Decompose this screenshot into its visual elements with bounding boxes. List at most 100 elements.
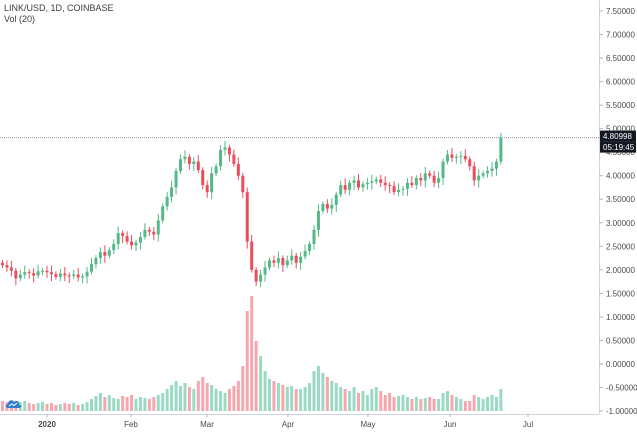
candle[interactable] <box>161 206 165 221</box>
candle[interactable] <box>152 231 156 235</box>
candle[interactable] <box>379 179 383 183</box>
candle[interactable] <box>499 137 503 162</box>
candle[interactable] <box>454 156 458 158</box>
candle[interactable] <box>187 156 191 164</box>
candle[interactable] <box>201 170 205 186</box>
candle[interactable] <box>179 159 182 171</box>
candle[interactable] <box>397 189 401 193</box>
candle[interactable] <box>303 251 307 257</box>
candle[interactable] <box>1 262 4 266</box>
candle[interactable] <box>325 203 329 209</box>
candle[interactable] <box>72 274 76 276</box>
candle[interactable] <box>232 154 236 164</box>
candle[interactable] <box>196 161 200 171</box>
candle[interactable] <box>183 156 187 160</box>
candle[interactable] <box>308 243 312 251</box>
candle[interactable] <box>227 147 231 155</box>
candle[interactable] <box>210 173 214 193</box>
candle[interactable] <box>236 163 240 176</box>
candle[interactable] <box>423 173 427 181</box>
candle[interactable] <box>334 194 338 205</box>
volume-indicator-title[interactable]: Vol (20) <box>4 14 36 24</box>
candle[interactable] <box>432 175 436 183</box>
candle[interactable] <box>272 260 276 263</box>
candle[interactable] <box>419 178 423 181</box>
candle[interactable] <box>263 267 267 275</box>
candle[interactable] <box>299 256 303 263</box>
candle[interactable] <box>32 273 36 276</box>
candle[interactable] <box>5 265 9 268</box>
candle[interactable] <box>290 255 294 261</box>
candle[interactable] <box>107 250 111 256</box>
candle[interactable] <box>85 271 89 277</box>
candle[interactable] <box>437 178 441 183</box>
candle[interactable] <box>330 204 334 209</box>
candle[interactable] <box>450 154 454 158</box>
candle[interactable] <box>459 155 463 157</box>
candle[interactable] <box>27 272 31 274</box>
candle[interactable] <box>343 185 347 190</box>
candle[interactable] <box>468 159 472 167</box>
symbol-title[interactable]: LINK/USD, 1D, COINBASE <box>4 3 114 13</box>
candle[interactable] <box>250 241 254 270</box>
candle[interactable] <box>90 264 93 272</box>
candle[interactable] <box>268 260 271 268</box>
candle[interactable] <box>41 270 45 272</box>
candle[interactable] <box>143 229 147 237</box>
candle[interactable] <box>103 251 107 256</box>
candle[interactable] <box>410 182 414 186</box>
candle[interactable] <box>116 233 120 244</box>
candle[interactable] <box>138 236 142 243</box>
candle[interactable] <box>63 273 67 276</box>
candle[interactable] <box>312 229 316 244</box>
candle[interactable] <box>285 260 289 266</box>
candle[interactable] <box>23 272 27 275</box>
time-axis[interactable]: 2020 Feb Mar Apr May Jun Jul <box>38 414 533 429</box>
candle[interactable] <box>165 196 169 207</box>
candle[interactable] <box>147 229 151 232</box>
candle[interactable] <box>14 270 18 279</box>
candle[interactable] <box>352 180 356 183</box>
candle[interactable] <box>441 161 445 179</box>
candle[interactable] <box>446 154 449 162</box>
candle[interactable] <box>370 181 374 183</box>
candle[interactable] <box>112 243 116 251</box>
candle[interactable] <box>81 276 85 278</box>
tradingview-cloud-icon[interactable] <box>5 396 22 408</box>
candle[interactable] <box>463 155 467 160</box>
candle[interactable] <box>361 184 365 188</box>
candle[interactable] <box>348 182 352 190</box>
candle[interactable] <box>54 274 58 277</box>
candle[interactable] <box>254 269 258 282</box>
candle[interactable] <box>490 168 494 171</box>
candle[interactable] <box>405 182 409 189</box>
candle[interactable] <box>98 251 102 259</box>
candle[interactable] <box>130 241 134 246</box>
candle[interactable] <box>428 173 432 176</box>
candle[interactable] <box>121 233 125 236</box>
candle[interactable] <box>321 203 325 211</box>
candle[interactable] <box>316 211 320 230</box>
candle[interactable] <box>281 258 285 266</box>
candle[interactable] <box>192 161 196 164</box>
candle[interactable] <box>36 271 40 276</box>
candle[interactable] <box>223 147 227 150</box>
candle[interactable] <box>383 182 387 186</box>
candle[interactable] <box>67 275 71 277</box>
candle[interactable] <box>357 180 360 188</box>
candle[interactable] <box>365 182 369 185</box>
candle[interactable] <box>245 192 249 242</box>
candle[interactable] <box>18 274 22 279</box>
candle[interactable] <box>294 255 298 263</box>
candle[interactable] <box>219 149 223 167</box>
candle[interactable] <box>374 179 378 182</box>
candle[interactable] <box>125 235 129 242</box>
candle[interactable] <box>94 258 98 265</box>
price-axis[interactable]: 7.50000 7.00000 6.50000 6.00000 5.50000 5.000… <box>599 7 637 416</box>
candle[interactable] <box>481 173 485 176</box>
candle[interactable] <box>392 186 396 193</box>
candle[interactable] <box>9 267 13 271</box>
candle[interactable] <box>49 272 53 275</box>
candle[interactable] <box>205 185 209 193</box>
candle[interactable] <box>276 258 280 263</box>
